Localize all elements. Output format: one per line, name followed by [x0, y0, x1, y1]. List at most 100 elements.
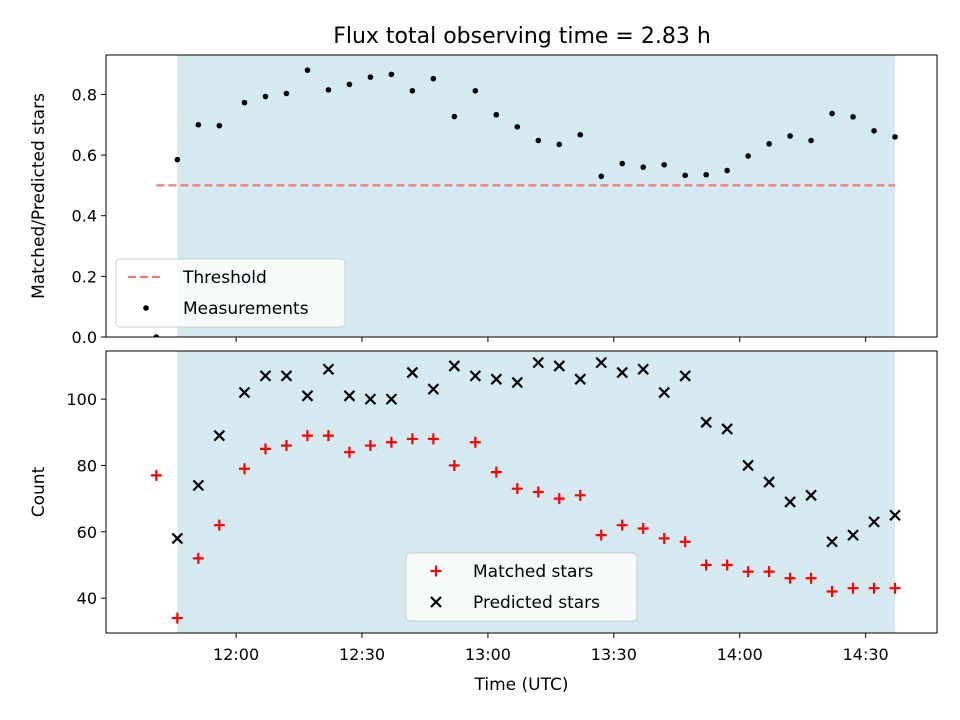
predicted-stars-point	[553, 360, 566, 372]
matched-stars-point	[364, 440, 376, 452]
measurement-point	[174, 156, 181, 163]
measurement-point	[871, 128, 877, 134]
matched-stars-point	[553, 493, 565, 505]
matched-stars-point	[889, 582, 901, 594]
predicted-stars-point	[847, 529, 859, 541]
measurement-point	[640, 164, 647, 170]
measurement-point	[787, 133, 793, 139]
measurement-point	[745, 153, 751, 159]
measurement-point	[472, 87, 479, 94]
predicted-stars-point	[805, 489, 817, 502]
matched-stars-point	[213, 519, 225, 531]
matched-stars-point	[406, 433, 418, 445]
legend-box	[115, 258, 346, 328]
matched-stars-point	[490, 466, 502, 478]
predicted-stars-point	[343, 390, 356, 402]
predicted-stars-point	[511, 376, 524, 389]
measurement-point	[346, 81, 353, 88]
matched-stars-point	[700, 559, 712, 571]
measurement-point	[577, 131, 584, 138]
legend-predicted-swatch	[430, 596, 442, 608]
y-axis-label: Count	[29, 466, 49, 517]
legend-box	[405, 552, 638, 622]
measurement-point	[153, 334, 160, 337]
predicted-stars-point	[616, 366, 629, 379]
measurement-point	[216, 122, 223, 129]
legend-label: Predicted stars	[473, 593, 600, 613]
measurement-point	[829, 110, 835, 117]
predicted-stars-point	[637, 363, 649, 376]
measurement-point	[535, 137, 542, 144]
matched-stars-point	[301, 430, 313, 442]
legend: Threshold Measurements	[115, 258, 346, 328]
y-tick-label: 100	[66, 390, 97, 409]
measurement-point	[409, 87, 416, 94]
count-subplot: 40 60 80 100 12:00 12:30 13:00 13:30 14:00 14:30 C…	[29, 350, 938, 695]
predicted-stars-point	[889, 509, 901, 522]
x-axis-label: Time (UTC)	[474, 675, 569, 695]
matched-stars-point	[847, 582, 859, 594]
measurement-point	[703, 171, 709, 178]
x-tick-label: 13:30	[591, 645, 637, 664]
ratio-subplot: 0.0 0.2 0.4 0.6 0.8 Matched/Predicted stars Th…	[29, 54, 938, 347]
predicted-stars-point	[763, 476, 775, 488]
measurement-point	[598, 173, 605, 180]
measurement-point	[514, 124, 521, 130]
predicted-stars-point	[192, 479, 205, 492]
matched-stars-point	[721, 559, 733, 571]
x-tick-label: 13:00	[465, 645, 511, 664]
matched-stars-point	[385, 436, 397, 448]
matched-stars-point	[595, 529, 607, 541]
predicted-stars-point	[700, 416, 712, 429]
measurement-point	[556, 141, 563, 148]
y-tick-label: 0.2	[72, 267, 97, 286]
matched-stars-point	[448, 459, 460, 471]
measurement-point	[195, 121, 202, 128]
predicted-stars-point	[385, 393, 398, 405]
matched-stars-point	[343, 446, 355, 458]
measurement-point	[451, 113, 458, 120]
matched-stars-point	[280, 440, 292, 452]
matched-stars-point	[868, 582, 880, 594]
predicted-stars-point	[171, 532, 184, 545]
predicted-stars-point	[721, 423, 733, 435]
matched-stars-point	[192, 552, 204, 564]
y-tick-label: 0.8	[72, 85, 97, 104]
predicted-stars-point	[448, 360, 461, 372]
matched-stars-point	[150, 469, 162, 481]
predicted-stars-point	[490, 373, 503, 385]
matched-stars-point	[637, 522, 649, 534]
measurement-point	[850, 114, 856, 120]
predicted-stars-point	[868, 516, 880, 528]
data-marks	[153, 67, 898, 337]
matched-stars-point	[469, 436, 481, 448]
matched-stars-point	[427, 433, 439, 445]
measurement-point	[283, 90, 290, 97]
x-tick-label: 12:30	[339, 645, 385, 664]
predicted-stars-point	[826, 535, 838, 548]
y-tick-label: 40	[77, 589, 97, 608]
matched-stars-point	[574, 489, 586, 501]
measurement-point	[241, 99, 248, 106]
y-axis-label: Matched/Predicted stars	[29, 93, 49, 299]
predicted-stars-point	[469, 370, 482, 382]
matched-stars-point	[259, 443, 271, 455]
matched-stars-point	[511, 483, 523, 495]
predicted-stars-point	[679, 370, 691, 382]
matched-stars-point	[239, 463, 250, 475]
legend-label: Matched stars	[473, 562, 593, 582]
predicted-stars-point	[238, 386, 251, 399]
matched-stars-point	[679, 536, 691, 548]
measurement-point	[619, 160, 626, 167]
matched-stars-point	[826, 586, 838, 598]
predicted-stars-point	[532, 356, 545, 369]
predicted-stars-point	[406, 366, 419, 379]
measurement-point	[661, 161, 667, 168]
y-tick-label: 80	[77, 456, 97, 475]
measurement-point	[724, 167, 730, 174]
y-tick-label: 0.6	[72, 146, 97, 165]
predicted-stars-point	[280, 370, 293, 382]
x-tick-label: 12:00	[213, 645, 259, 664]
legend: Matched stars Predicted stars	[405, 552, 638, 622]
